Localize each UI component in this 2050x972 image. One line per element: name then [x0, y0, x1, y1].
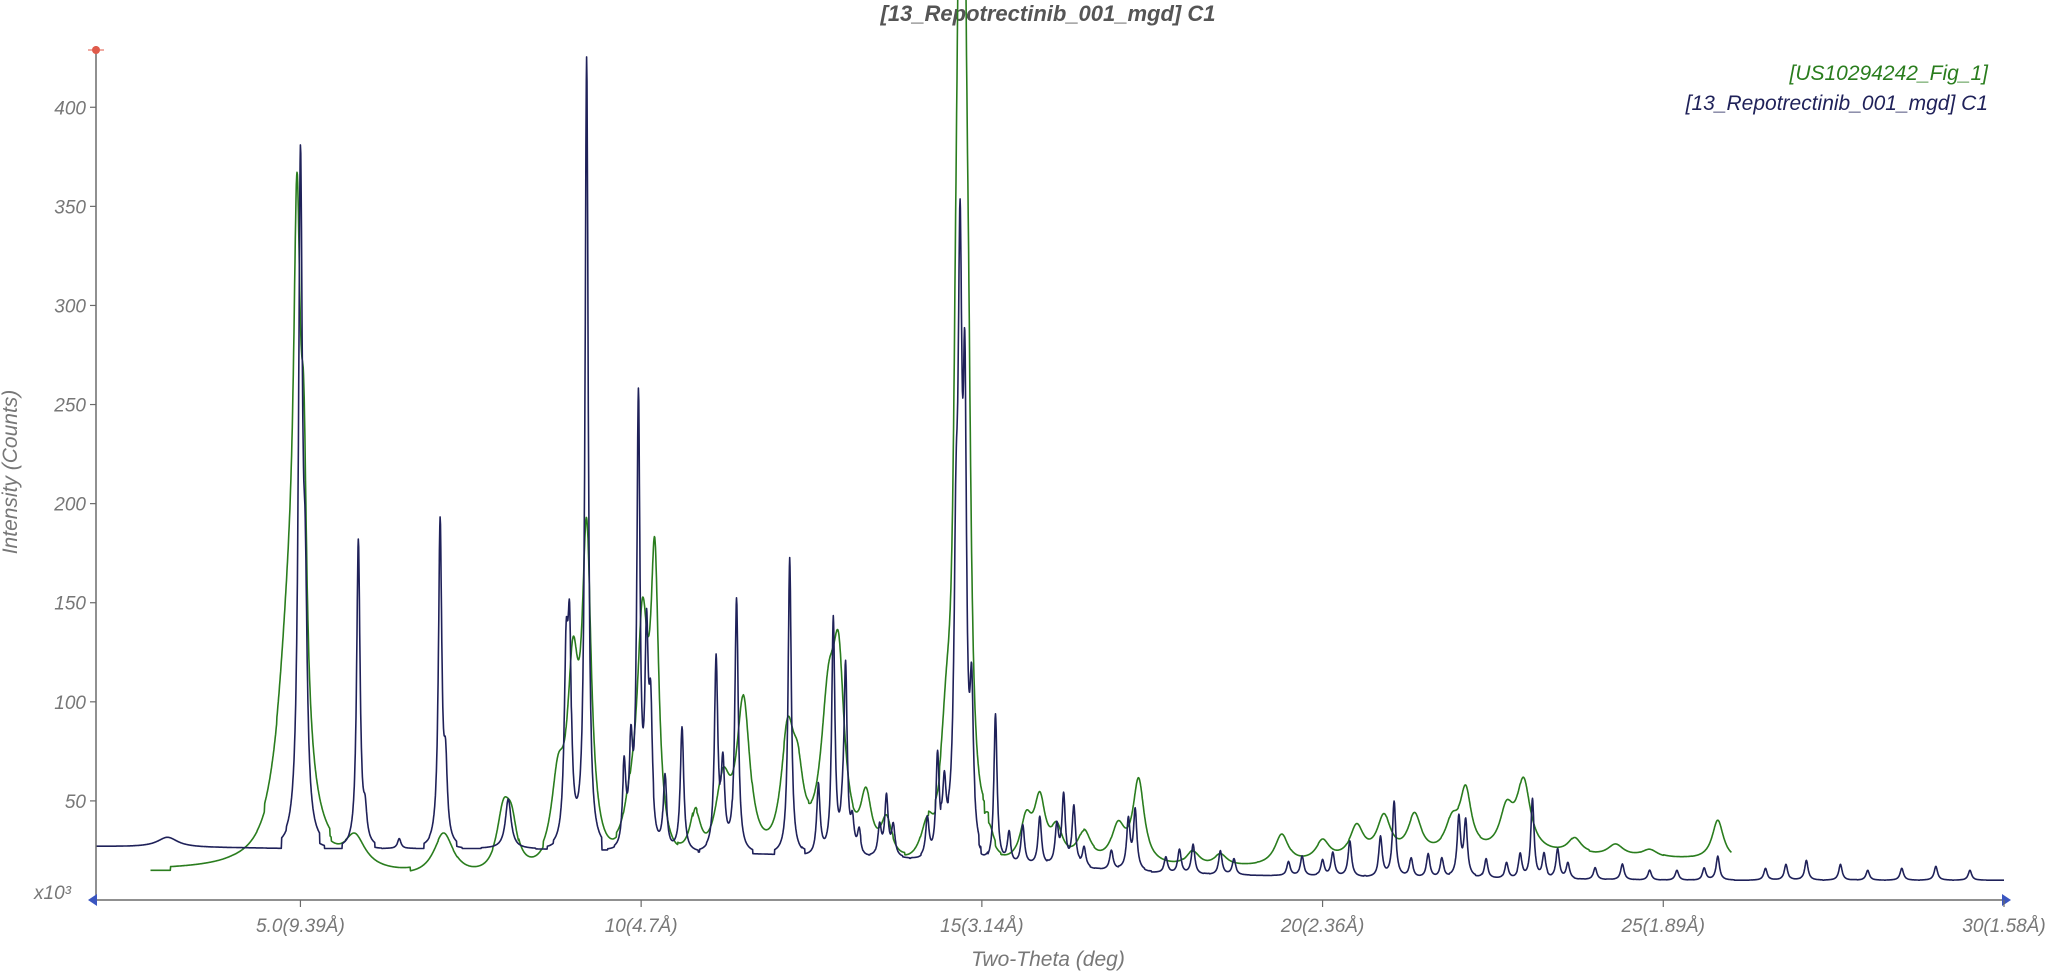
x-tick-label: 5.0(9.39Å): [256, 916, 345, 937]
y-tick-label: 350: [54, 197, 86, 218]
series-line-0: [150, 0, 1732, 872]
y-tick-label: 100: [54, 693, 86, 714]
x-axis-right-arrow: [2002, 894, 2011, 906]
x-axis-left-arrow: [88, 894, 97, 906]
y-multiplier-label: x10³: [33, 883, 72, 904]
x-tick-label: 25(1.89Å): [1621, 916, 1705, 937]
series-line-1: [95, 56, 2005, 881]
chart-title: [13_Repotrectinib_001_mgd] C1: [880, 1, 1216, 26]
x-ticks: 5.0(9.39Å) 10(4.7Å) 15(3.14Å) 20(2.36Å) 25(1…: [256, 900, 2046, 937]
x-tick-label: 30(1.58Å): [1962, 916, 2045, 937]
x-axis-label: Two-Theta (deg): [971, 948, 1125, 971]
x-tick-label: 20(2.36Å): [1280, 916, 1364, 937]
x-tick-label: 10(4.7Å): [605, 916, 678, 937]
legend-entry-us10294242: [US10294242_Fig_1]: [1789, 62, 1990, 85]
y-tick-label: 50: [65, 792, 87, 813]
y-tick-label: 300: [54, 296, 86, 317]
y-tick-label: 400: [54, 98, 86, 119]
y-axis-label: Intensity (Counts): [0, 390, 22, 555]
legend-entry-repotrectinib: [13_Repotrectinib_001_mgd] C1: [1685, 92, 1988, 115]
x-tick-label: 15(3.14Å): [940, 916, 1023, 937]
y-tick-label: 200: [53, 495, 86, 516]
y-ticks: 50 100 150 200 250 300 350 400: [53, 98, 96, 813]
series-group: [95, 0, 2005, 881]
y-tick-label: 250: [53, 396, 86, 417]
y-tick-label: 150: [54, 594, 86, 615]
